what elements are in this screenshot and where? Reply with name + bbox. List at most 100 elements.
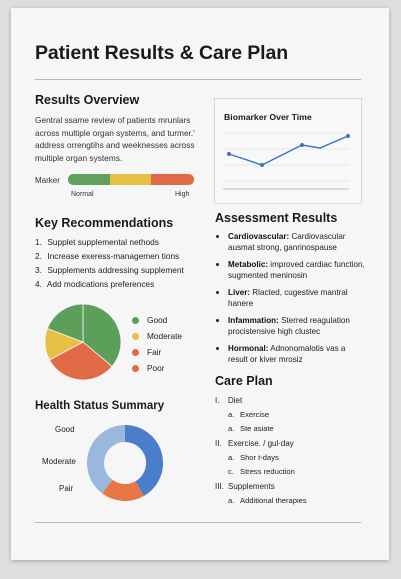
recommendation-text: Increase exeress-managemen tions bbox=[47, 251, 180, 261]
assessment-text: Cardiovascular ausmat strong, ganrinospa… bbox=[228, 232, 346, 252]
legend-item: Poor bbox=[132, 360, 182, 376]
health-status-heading: Health Status Summary bbox=[35, 400, 165, 412]
item-letter: a. bbox=[228, 410, 235, 419]
overview-line: across multiple organ systems, and turme… bbox=[35, 127, 195, 138]
section-title: Supplements bbox=[228, 482, 275, 491]
care-plan-section: I. Diet bbox=[215, 396, 307, 410]
item-text: Shor t-days bbox=[240, 453, 279, 462]
pie-slice-fair bbox=[48, 341, 113, 381]
recommendation-text: Supplements addressing supplement bbox=[47, 265, 184, 275]
biomarker-chart-title: Biomarker Over Time bbox=[224, 112, 312, 122]
care-plan-heading: Care Plan bbox=[215, 374, 273, 388]
item-text: Ste asiate bbox=[240, 423, 274, 433]
document-page: Patient Results & Care Plan Results Over… bbox=[11, 8, 389, 560]
overview-line: multiple organ systems. bbox=[35, 152, 123, 163]
biomarker-point bbox=[300, 143, 304, 147]
legend-label: Fair bbox=[147, 347, 162, 357]
care-plan-item: a. Shor t-days bbox=[215, 453, 307, 467]
care-plan-section: II. Exercise. / gul·day bbox=[215, 439, 307, 453]
list-item: Metabolic: improved cardiac function, su… bbox=[215, 259, 365, 281]
legend-item: Good bbox=[132, 312, 182, 328]
marker-segment-normal bbox=[68, 174, 110, 185]
assessment-label: Cardiovascular: bbox=[228, 232, 290, 241]
health-donut-chart bbox=[86, 424, 164, 502]
marker-normal-label: Normal bbox=[71, 191, 94, 198]
item-text: Additional therapies bbox=[240, 496, 307, 505]
results-overview-heading: Results Overview bbox=[35, 93, 140, 107]
care-plan-section: III. Supplements bbox=[215, 482, 307, 496]
donut-segment-moderate bbox=[102, 479, 144, 502]
assessment-label: Infammation: bbox=[228, 316, 279, 325]
legend-item: Moderate bbox=[132, 328, 182, 344]
section-title: Diet bbox=[228, 396, 243, 405]
list-item: Infammation: Sterred reagulation procist… bbox=[215, 315, 365, 337]
assessment-label: Hormonal: bbox=[228, 344, 269, 353]
assessment-text: improved cardiac function, sugmented men… bbox=[228, 260, 365, 280]
legend-dot bbox=[132, 348, 139, 356]
care-plan-item: a. Ste asiate bbox=[215, 424, 307, 438]
biomarker-point bbox=[260, 163, 264, 167]
list-item: 2. Increase exeress-managemen tions bbox=[35, 251, 180, 261]
recommendations-list: 1. Supplet supplemental nethods 2. Incre… bbox=[35, 237, 184, 293]
legend-label: Moderate bbox=[147, 331, 183, 341]
biomarker-line-chart bbox=[223, 132, 350, 190]
assessment-text: Rlacted, cugestive mantral hanere bbox=[228, 288, 348, 308]
section-numeral: III. bbox=[215, 482, 224, 491]
item-text: Exercise bbox=[240, 410, 270, 419]
assessment-label: Metabolic: bbox=[228, 260, 269, 269]
assessment-text: Sterred reagulation procistensive high c… bbox=[228, 316, 350, 336]
biomarker-series-line bbox=[228, 135, 349, 166]
marker-segment-moderate bbox=[109, 174, 152, 185]
pie-legend: Good Moderate Fair Poor bbox=[132, 312, 182, 376]
care-plan-item: a. Exercise bbox=[215, 410, 307, 424]
item-letter: a. bbox=[228, 496, 235, 505]
health-pie-chart bbox=[44, 303, 122, 381]
list-item: 4. Add modications preferences bbox=[35, 279, 155, 289]
title-divider bbox=[35, 79, 361, 80]
care-plan-outline: I. Diet a. Exercise a. Ste asiate II. Exerci… bbox=[215, 396, 307, 510]
assessment-list: Cardiovascular: Cardiovascular ausmat st… bbox=[215, 231, 365, 371]
donut-label-good: Good bbox=[55, 425, 75, 434]
marker-gradient-bar bbox=[68, 174, 194, 185]
list-item: Cardiovascular: Cardiovascular ausmat st… bbox=[215, 231, 365, 253]
results-overview-text: Gentral ssame review of patients mrunlar… bbox=[35, 114, 210, 164]
biomarker-point bbox=[227, 152, 231, 156]
footer-divider bbox=[35, 522, 361, 523]
recommendation-text: Add modications preferences bbox=[46, 279, 155, 289]
section-title: Exercise. / gul·day bbox=[228, 439, 294, 448]
overview-line: Gentral ssame review of patients mrunlar… bbox=[35, 115, 191, 125]
care-plan-item: c. Stress reduction bbox=[215, 467, 307, 481]
legend-dot bbox=[132, 316, 139, 324]
section-numeral: II. bbox=[215, 439, 222, 448]
page-title: Patient Results & Care Plan bbox=[35, 42, 289, 64]
legend-label: Poor bbox=[147, 363, 165, 373]
donut-segment-pair bbox=[86, 425, 125, 494]
marker-high-label: High bbox=[175, 191, 190, 198]
item-letter: c. bbox=[228, 466, 234, 476]
list-item: 1. Supplet supplemental nethods bbox=[35, 237, 159, 247]
care-plan-item: a. Additional therapies bbox=[215, 496, 307, 510]
biomarker-chart-card: Biomarker Over Time bbox=[214, 98, 362, 204]
recommendation-text: Supplet supplemental nethods bbox=[47, 237, 159, 247]
assessment-text: Adnonomalotis vas a result or kiver mros… bbox=[228, 344, 346, 364]
list-item: Hormonal: Adnonomalotis vas a result or … bbox=[215, 343, 365, 365]
list-item: 3. Supplements addressing supplement bbox=[35, 265, 184, 275]
marker-segment-high bbox=[151, 174, 194, 185]
list-item: Liver: Rlacted, cugestive mantral hanere bbox=[215, 287, 365, 309]
donut-label-moderate: Moderate bbox=[42, 457, 76, 466]
item-text: Stress reduction bbox=[240, 466, 295, 476]
biomarker-point bbox=[346, 134, 350, 138]
overview-line: address orrengtihs and weeknesses across bbox=[35, 140, 195, 150]
item-letter: a. bbox=[228, 453, 235, 462]
legend-label: Good bbox=[147, 315, 168, 325]
section-numeral: I. bbox=[215, 396, 220, 405]
assessment-heading: Assessment Results bbox=[215, 211, 338, 225]
key-recommendations-heading: Key Recommendations bbox=[35, 216, 174, 230]
donut-segment-good bbox=[125, 424, 164, 496]
legend-dot bbox=[132, 332, 139, 340]
item-letter: a. bbox=[228, 423, 235, 433]
pie-slice-good bbox=[82, 303, 122, 367]
legend-item: Fair bbox=[132, 344, 182, 360]
assessment-label: Liver: bbox=[228, 288, 251, 297]
marker-label: Marker bbox=[35, 176, 60, 185]
